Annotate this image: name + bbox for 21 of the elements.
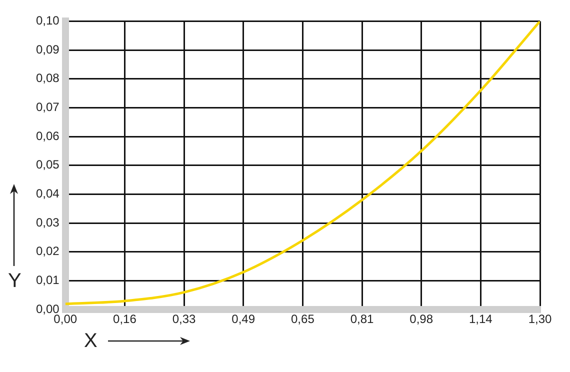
y-tick-label: 0,03 bbox=[36, 215, 60, 230]
y-tick-label: 0,05 bbox=[36, 158, 60, 172]
x-tick-label: 0,33 bbox=[172, 312, 196, 326]
y-tick-label: 0,08 bbox=[36, 71, 60, 86]
x-tick-label: 0,65 bbox=[291, 312, 315, 326]
y-tick-label: 0,06 bbox=[36, 128, 60, 143]
y-tick-label: 0,02 bbox=[36, 244, 60, 258]
x-tick-label: 0,16 bbox=[113, 312, 137, 326]
y-tick-label: 0,10 bbox=[36, 14, 60, 28]
y-tick-label: 0,04 bbox=[36, 186, 60, 201]
line-series bbox=[65, 21, 540, 306]
x-axis-title: X bbox=[84, 330, 98, 353]
y-tick-label: 0,09 bbox=[36, 42, 60, 56]
x-tick-label: 0,81 bbox=[350, 312, 374, 326]
x-tick-label: 0,49 bbox=[232, 312, 256, 326]
y-tick-label: 0,07 bbox=[36, 100, 60, 114]
y-tick-label: 0,01 bbox=[36, 273, 60, 288]
x-tick-label: 1,30 bbox=[528, 312, 552, 326]
x-tick-label: 1,14 bbox=[468, 312, 493, 326]
y-axis-title: Y bbox=[8, 270, 22, 293]
x-tick-label: 0,98 bbox=[410, 312, 434, 326]
